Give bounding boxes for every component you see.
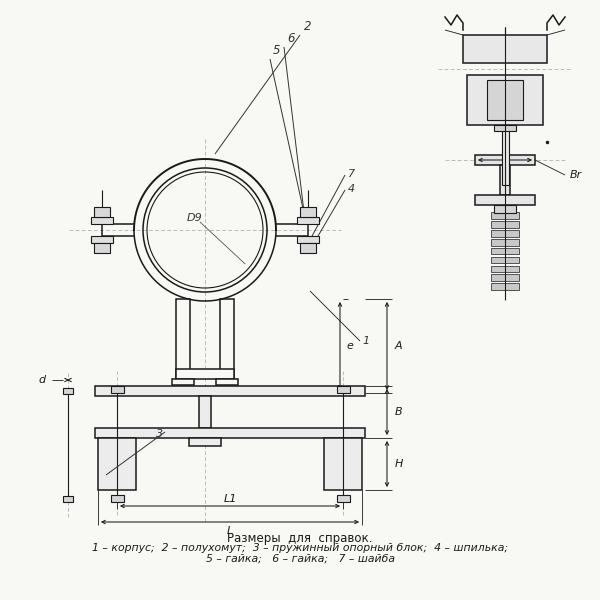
Bar [111, 386, 124, 393]
Bar [297, 217, 319, 224]
Bar [111, 495, 124, 502]
Text: Размеры  для  справок.: Размеры для справок. [227, 532, 373, 545]
Text: 1 – корпус;  2 – полухомут;  3 – пружинный опорный блок;  4 – шпилька;: 1 – корпус; 2 – полухомут; 3 – пружинный… [92, 543, 508, 553]
Text: 2: 2 [304, 20, 311, 33]
Text: d: d [39, 375, 46, 385]
Bar [467, 75, 543, 125]
Bar [491, 239, 519, 245]
Text: D9: D9 [187, 213, 203, 223]
Text: H: H [395, 459, 403, 469]
Bar [491, 248, 519, 254]
Bar [199, 396, 211, 428]
Bar [300, 243, 316, 253]
Text: Br: Br [570, 170, 582, 180]
Bar [494, 205, 516, 213]
Text: L1: L1 [223, 494, 236, 504]
Bar [176, 369, 234, 379]
Bar [220, 299, 234, 379]
Bar [172, 379, 194, 385]
Bar [63, 388, 73, 394]
Bar [324, 438, 362, 490]
Bar [500, 165, 510, 195]
Bar [91, 236, 113, 243]
Bar [491, 266, 519, 272]
Bar [491, 230, 519, 236]
Bar [491, 283, 519, 290]
Text: L: L [227, 526, 233, 536]
Text: 7: 7 [348, 169, 355, 179]
Bar [216, 379, 238, 385]
Bar [91, 217, 113, 224]
Bar [491, 221, 519, 228]
Bar [63, 496, 73, 502]
Text: B: B [395, 407, 403, 417]
Bar [95, 428, 365, 438]
Bar [189, 438, 221, 446]
Bar [491, 212, 519, 219]
Text: A: A [395, 341, 403, 351]
Bar [94, 207, 110, 217]
Bar [98, 438, 136, 490]
Bar [487, 80, 523, 120]
Bar [297, 236, 319, 243]
Bar [337, 495, 350, 502]
Text: 4: 4 [348, 184, 355, 194]
Bar [491, 257, 519, 263]
Text: 5 – гайка;   6 – гайка;   7 – шайба: 5 – гайка; 6 – гайка; 7 – шайба [205, 554, 395, 564]
Bar [337, 386, 350, 393]
Bar [502, 125, 509, 185]
Bar [475, 195, 535, 205]
Text: e: e [346, 341, 353, 351]
Text: 3: 3 [156, 429, 163, 439]
Bar [475, 155, 535, 165]
Bar [491, 274, 519, 281]
Bar [494, 125, 516, 131]
Bar [94, 243, 110, 253]
Text: 1: 1 [362, 336, 369, 346]
Bar [176, 299, 190, 379]
Bar [300, 207, 316, 217]
Bar [463, 35, 547, 63]
Bar [95, 386, 365, 396]
Text: 5: 5 [273, 44, 281, 57]
Text: 6: 6 [287, 32, 295, 45]
